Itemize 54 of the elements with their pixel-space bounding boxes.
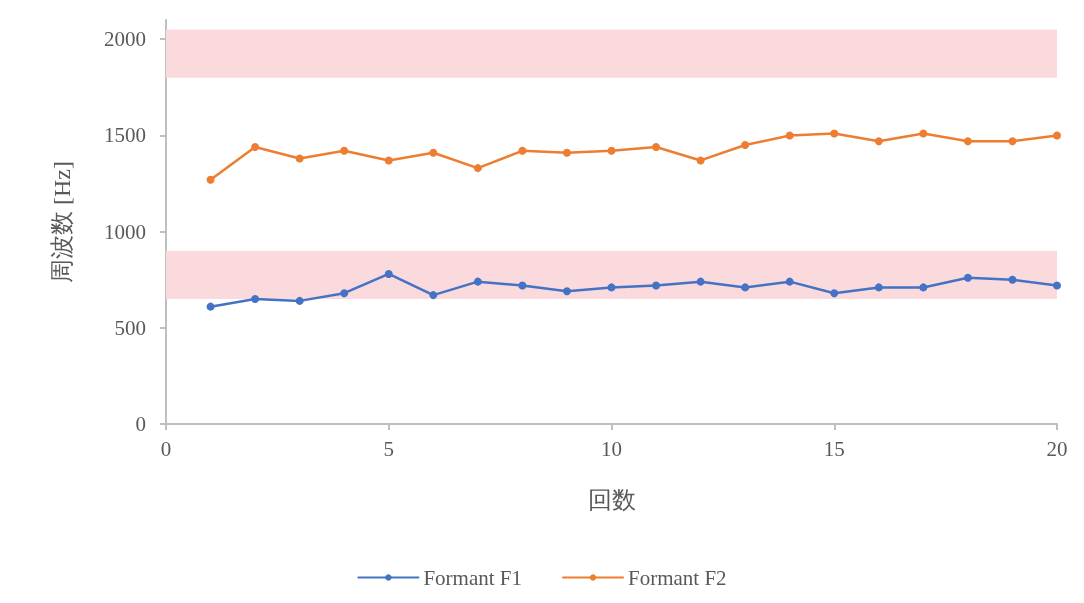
point	[607, 146, 616, 155]
y-tick-label: 1500	[104, 123, 146, 148]
point	[785, 131, 794, 140]
x-tick-label: 20	[1046, 436, 1068, 461]
point	[340, 146, 349, 155]
point	[1053, 131, 1061, 140]
point	[473, 164, 482, 173]
point	[295, 296, 304, 305]
point	[830, 289, 839, 298]
point	[741, 283, 750, 292]
point	[251, 142, 260, 151]
point	[429, 291, 438, 300]
point	[963, 273, 972, 282]
point	[963, 137, 972, 146]
y-tick-label: 500	[114, 315, 146, 340]
point	[473, 277, 482, 286]
point	[251, 294, 260, 303]
point	[696, 156, 705, 165]
legend-label: Formant F2	[628, 565, 727, 590]
x-tick-label: 0	[160, 436, 172, 461]
point	[384, 156, 393, 165]
point	[874, 283, 883, 292]
point	[1008, 137, 1017, 146]
legend-label: Formant F1	[423, 565, 522, 590]
point	[607, 283, 616, 292]
point	[206, 302, 215, 311]
y-tick-label: 0	[135, 412, 146, 436]
point	[206, 175, 215, 184]
x-axis-title: 回数	[587, 487, 636, 513]
point	[518, 146, 527, 155]
point	[518, 281, 527, 290]
point	[384, 269, 393, 278]
point	[295, 154, 304, 163]
point	[652, 142, 661, 151]
x-tick-label: 5	[383, 436, 394, 461]
point	[562, 287, 571, 296]
y-tick-label: 2000	[104, 27, 146, 52]
point	[429, 148, 438, 157]
point	[919, 129, 928, 138]
point	[696, 277, 705, 286]
point	[340, 289, 349, 298]
x-tick-label: 15	[823, 436, 845, 461]
x-tick-label: 10	[601, 436, 622, 461]
point	[562, 148, 571, 157]
y-axis-title: 周波数 [Hz]	[49, 161, 75, 283]
point	[1053, 281, 1061, 290]
y-tick-label: 1000	[104, 219, 146, 244]
point	[919, 283, 928, 292]
point	[874, 137, 883, 146]
point	[741, 141, 750, 150]
point	[652, 281, 661, 290]
point	[830, 129, 839, 138]
point	[785, 277, 794, 286]
point	[1008, 275, 1017, 284]
